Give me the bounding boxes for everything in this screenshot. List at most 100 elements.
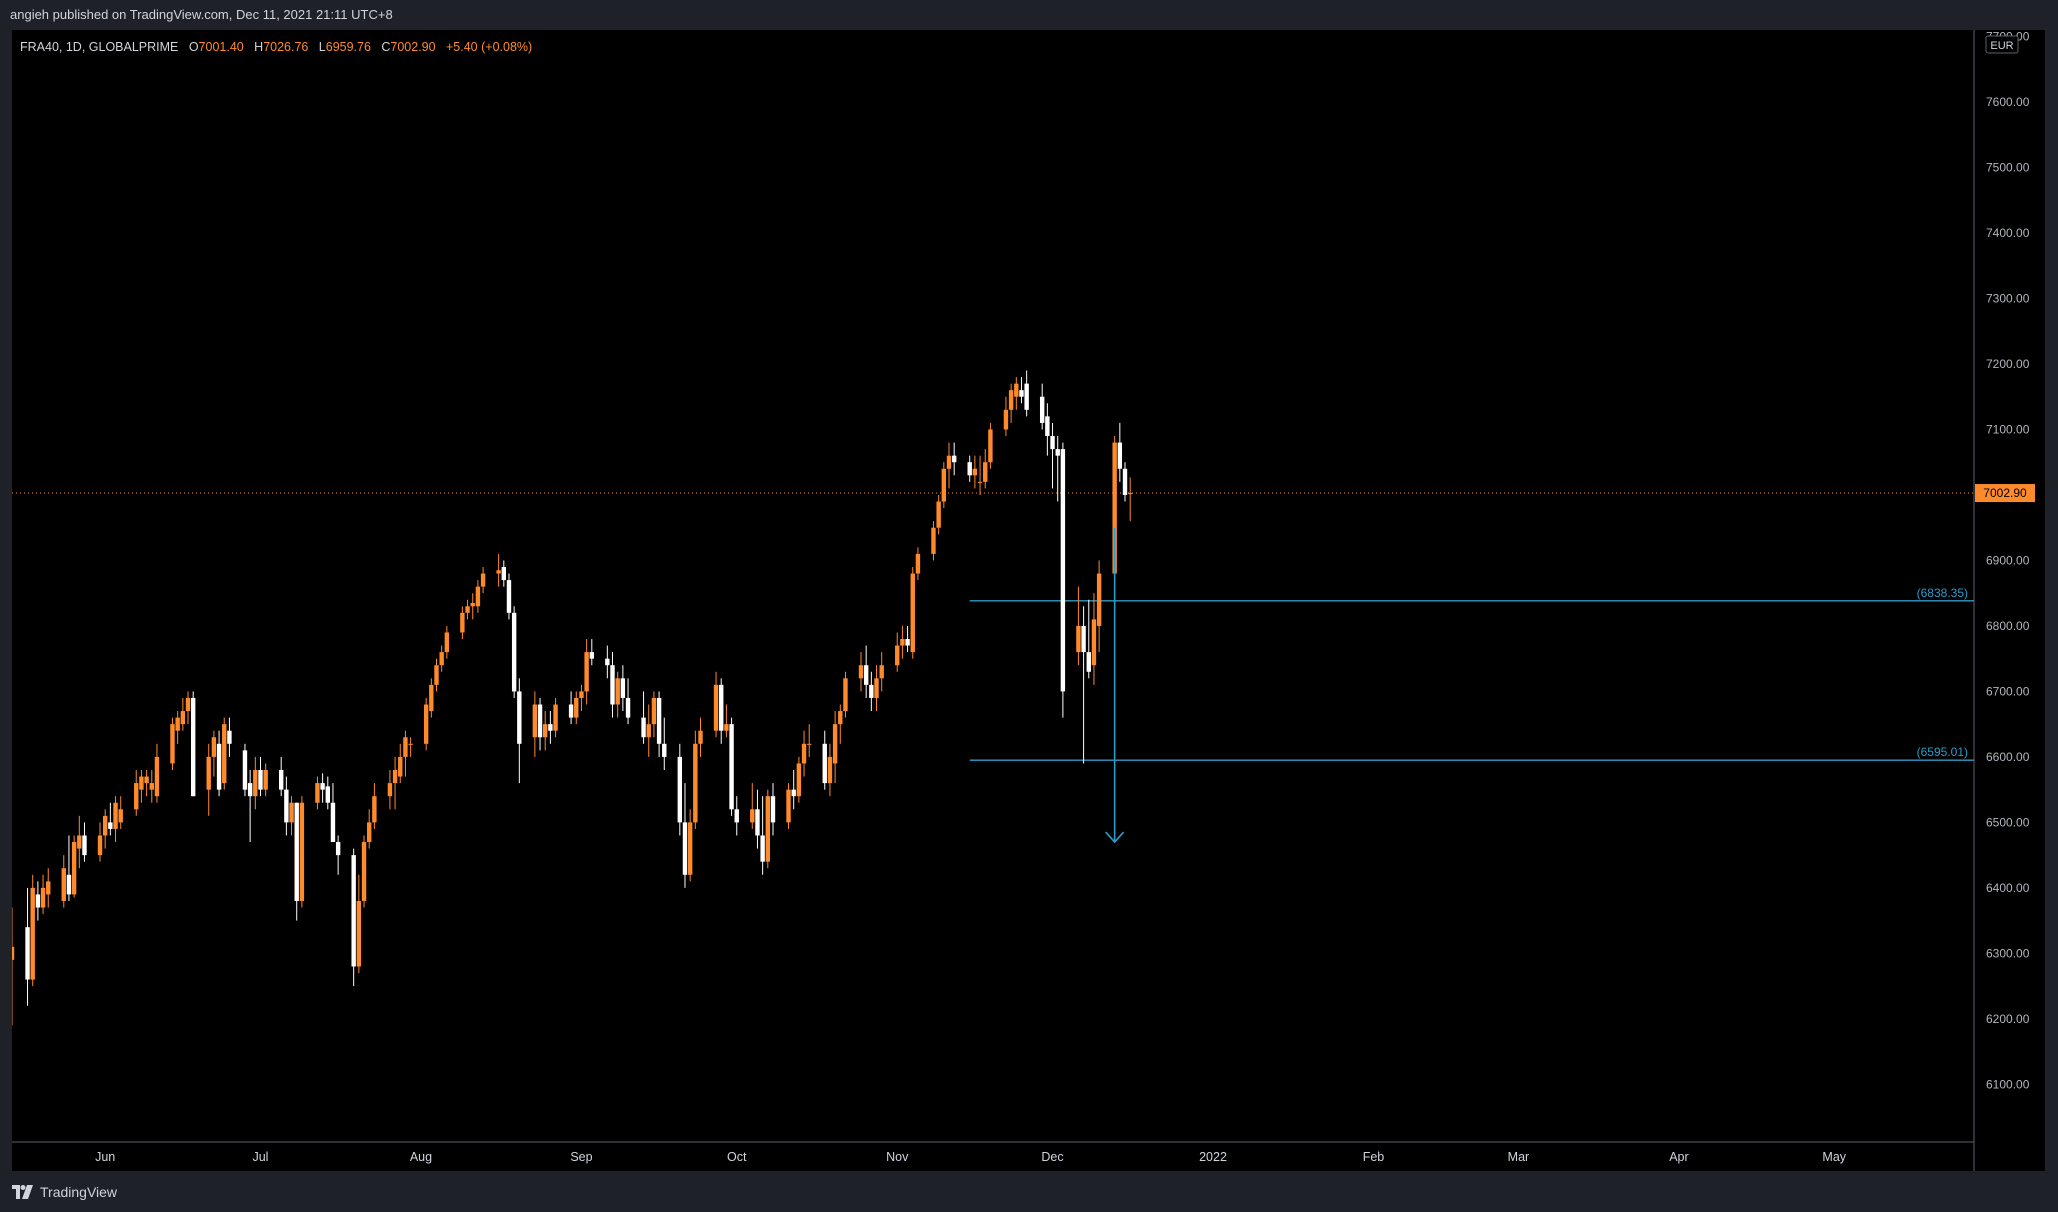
- published-header: angieh published on TradingView.com, Dec…: [0, 0, 2058, 30]
- y-tick-label: 6600.00: [1986, 750, 2030, 764]
- candle-body: [568, 704, 574, 718]
- candle-body: [687, 822, 693, 875]
- candle-body: [827, 756, 833, 784]
- candle-body: [506, 580, 512, 613]
- candle-body: [408, 743, 413, 745]
- x-tick-label: Aug: [410, 1150, 432, 1164]
- candle-body: [247, 783, 253, 797]
- y-tick-label: 6500.00: [1986, 815, 2030, 829]
- candle-body: [729, 724, 734, 810]
- candle-body: [263, 770, 268, 790]
- high-label: H: [254, 40, 264, 54]
- candle-body: [475, 586, 481, 607]
- published-text: angieh published on TradingView.com, Dec…: [10, 7, 393, 22]
- candle-body: [517, 691, 522, 744]
- last-price-tag: [1975, 484, 2035, 503]
- change-value: +5.40 (+0.08%): [446, 40, 533, 54]
- candle-body: [605, 658, 610, 666]
- candle-body: [1060, 449, 1066, 692]
- candle-body: [403, 737, 408, 757]
- symbol-legend: FRA40, 1D, GLOBALPRIME O7001.40 H7026.76…: [20, 40, 532, 54]
- candle-body: [1039, 396, 1045, 423]
- candle-body: [61, 868, 66, 901]
- candle-body: [480, 573, 486, 587]
- candle-body: [294, 802, 299, 901]
- candle-body: [423, 704, 429, 744]
- candle-body: [858, 665, 864, 679]
- candle-body: [1076, 625, 1081, 653]
- candle-body: [677, 756, 683, 823]
- candle-body: [66, 874, 72, 895]
- footer-bar: TradingView: [0, 1171, 2058, 1212]
- tradingview-logo[interactable]: TradingView: [12, 1182, 117, 1202]
- candle-body: [1127, 493, 1133, 495]
- y-tick-label: 6700.00: [1986, 684, 2030, 698]
- candle-body: [693, 743, 698, 823]
- candle-body: [936, 501, 941, 528]
- candle-body: [1045, 416, 1050, 437]
- candle-body: [501, 566, 506, 581]
- candle-body: [134, 783, 139, 810]
- currency-badge-box: [1985, 35, 2019, 54]
- candle-body: [222, 724, 227, 784]
- level-label: (6595.01): [1917, 745, 1968, 759]
- last-price-label: 7002.90: [1983, 486, 2027, 500]
- candle-body: [216, 743, 222, 790]
- candle-body: [807, 743, 812, 745]
- candle-body: [149, 783, 154, 790]
- chart-panel[interactable]: 6100.00 6200.00 6300.00 6400.00 6500.00 6600.…: [12, 30, 2045, 1171]
- candle-body: [366, 822, 372, 843]
- symbol-name: FRA40, 1D, GLOBALPRIME: [20, 40, 179, 54]
- candle-body: [1091, 619, 1097, 666]
- candle-body: [548, 724, 553, 731]
- candle-body: [1122, 468, 1128, 495]
- candle-body: [1014, 383, 1019, 397]
- candle-body: [584, 652, 589, 692]
- candle-body: [1055, 449, 1060, 456]
- candle-body: [190, 697, 196, 797]
- candle-body: [102, 815, 108, 836]
- candle-body: [838, 711, 843, 725]
- open-label: O: [188, 40, 199, 54]
- candle-body: [444, 632, 450, 653]
- y-tick-label: 6300.00: [1986, 946, 2030, 960]
- candle-body: [175, 717, 180, 731]
- candle-body: [1003, 409, 1009, 430]
- candle-body: [770, 796, 776, 823]
- candle-body: [206, 756, 211, 790]
- candle-body: [1019, 390, 1024, 397]
- candle-body: [915, 553, 921, 574]
- candle-body: [1008, 390, 1014, 410]
- y-tick-label: 7200.00: [1986, 357, 2030, 371]
- y-tick-label: 6100.00: [1986, 1077, 2030, 1091]
- candle-body: [398, 756, 403, 777]
- candle-body: [185, 697, 191, 712]
- candle-body: [972, 468, 978, 476]
- candle-body: [211, 737, 217, 757]
- high-value: 7026.76: [263, 40, 309, 54]
- tradingview-brand: TradingView: [40, 1184, 118, 1200]
- candle-body: [863, 665, 869, 685]
- level-label: (6838.35): [1917, 586, 1968, 600]
- candle-body: [625, 697, 631, 718]
- candle-body: [330, 802, 336, 843]
- candle-body: [910, 573, 915, 653]
- candle-body: [713, 684, 719, 731]
- candle-body: [1096, 573, 1102, 626]
- candle-body: [682, 822, 688, 875]
- candle-body: [532, 704, 538, 738]
- candle-body: [387, 783, 393, 797]
- candle-body: [25, 927, 30, 980]
- candle-body: [755, 809, 760, 836]
- candle-body: [71, 842, 77, 895]
- candle-body: [646, 724, 651, 738]
- y-tick-label: 6800.00: [1986, 619, 2030, 633]
- candlestick-chart[interactable]: 6100.00 6200.00 6300.00 6400.00 6500.00 6600.…: [12, 30, 2045, 1171]
- candle-body: [30, 887, 35, 980]
- x-tick-label: Dec: [1041, 1150, 1063, 1164]
- candle-body: [977, 481, 983, 483]
- candle-body: [144, 776, 149, 784]
- candle-body: [662, 743, 667, 757]
- candle-body: [698, 730, 703, 744]
- candle-body: [822, 743, 827, 784]
